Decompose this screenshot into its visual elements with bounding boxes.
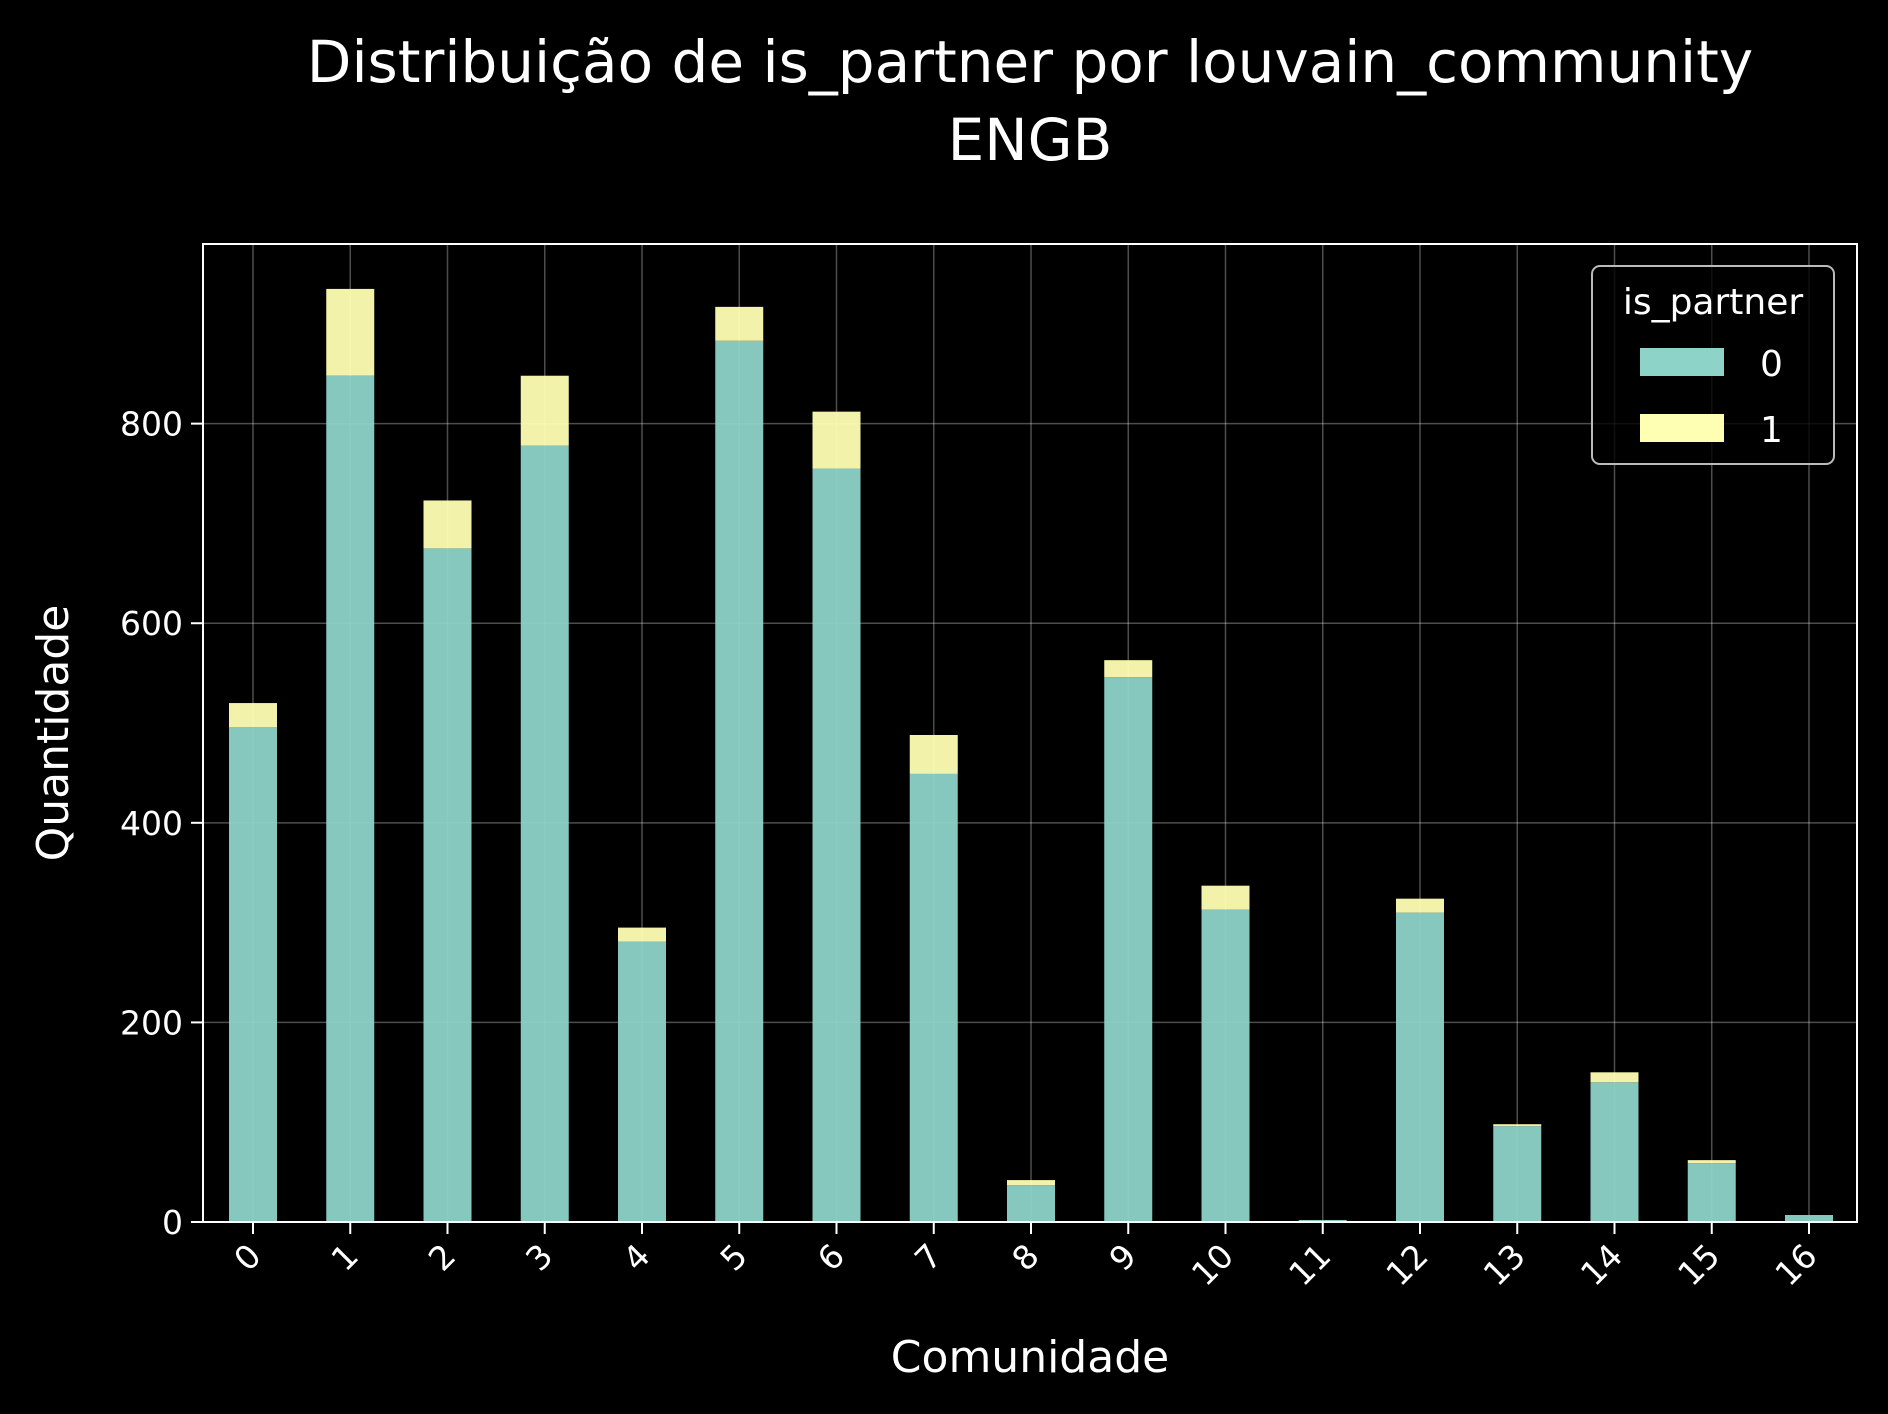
bar-series0-cat7	[909, 773, 958, 1222]
bar-series1-cat3	[520, 375, 569, 446]
bar-series1-cat12	[1396, 898, 1444, 913]
bar-series1-cat7	[909, 734, 958, 774]
chart-title: Distribuição de is_partner por louvain_c…	[307, 28, 1753, 96]
bar-series0-cat10	[1201, 909, 1250, 1222]
plot-frame	[202, 243, 1858, 1223]
legend-title: is_partner	[1623, 282, 1804, 323]
x-axis-label: Comunidade	[891, 1332, 1169, 1383]
legend-swatch-1	[1640, 414, 1724, 442]
y-axis-label: Quantidade	[28, 605, 79, 862]
legend: is_partner 0 1	[1591, 265, 1835, 465]
y-tick-label-0: 0	[162, 1203, 183, 1242]
bar-series1-cat15	[1687, 1160, 1736, 1164]
bar-series0-cat2	[423, 548, 472, 1222]
bar-series0-cat3	[520, 445, 569, 1222]
bar-series1-cat10	[1201, 885, 1250, 910]
bar-series0-cat8	[1007, 1185, 1055, 1222]
chart-subtitle: ENGB	[948, 106, 1113, 174]
y-tick-label-3: 600	[120, 604, 183, 643]
legend-label-1: 1	[1760, 410, 1783, 451]
bar-series1-cat2	[423, 500, 472, 549]
y-tick-label-2: 400	[120, 804, 183, 843]
bar-series0-cat1	[326, 375, 375, 1223]
bar-series1-cat6	[812, 411, 861, 469]
bar-series0-cat13	[1493, 1126, 1542, 1222]
bar-series0-cat15	[1687, 1163, 1736, 1222]
bar-series0-cat6	[812, 468, 861, 1223]
bar-series1-cat5	[715, 306, 764, 341]
bar-series1-cat8	[1007, 1180, 1055, 1186]
legend-label-0: 0	[1760, 344, 1783, 385]
bar-series0-cat16	[1785, 1215, 1833, 1222]
bar-series1-cat4	[618, 927, 666, 942]
bars-layer	[229, 288, 1833, 1223]
bar-series1-cat14	[1590, 1072, 1639, 1083]
bar-series0-cat0	[229, 727, 277, 1222]
bar-series0-cat9	[1104, 677, 1153, 1222]
y-tick-label-4: 800	[120, 405, 183, 444]
bar-series1-cat9	[1104, 660, 1153, 678]
bar-series0-cat5	[715, 340, 764, 1223]
bar-series0-cat4	[618, 941, 666, 1222]
bar-series1-cat0	[229, 703, 277, 728]
legend-swatch-0	[1640, 348, 1724, 376]
bar-series1-cat13	[1493, 1124, 1542, 1127]
bar-series0-cat12	[1396, 912, 1444, 1222]
bar-series0-cat14	[1590, 1082, 1639, 1222]
y-tick-label-1: 200	[120, 1003, 183, 1042]
y-axis-ticks: 0 200 400 600 800	[120, 405, 203, 1242]
bar-series1-cat1	[326, 288, 375, 376]
